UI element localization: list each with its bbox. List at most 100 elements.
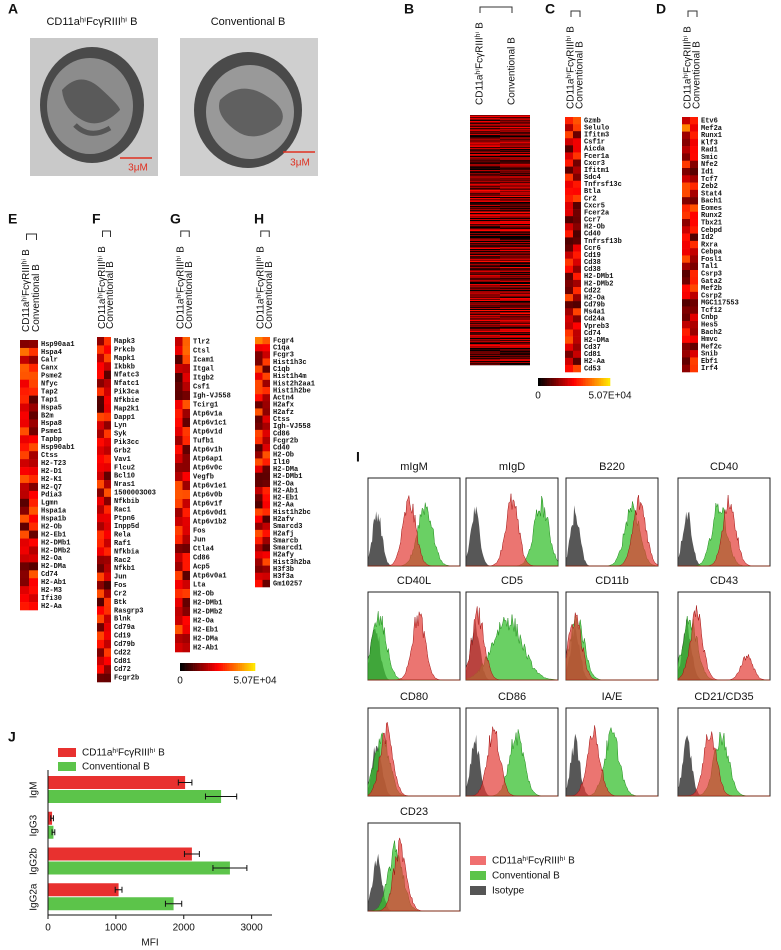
gene-label: Mapk1 [114,355,135,363]
heatmap-cell [682,189,690,198]
heatmap-cell [97,421,104,430]
heatmap-cell [573,124,581,132]
heatmap-cell [97,673,104,683]
heatmap-cell [97,538,104,548]
heatmap-cell [500,214,530,216]
heatmap-cell [29,506,38,516]
heatmap-cell [182,436,190,446]
heatmap-cell [682,182,690,191]
heatmap-cell [470,267,500,269]
heatmap-cell [690,364,698,373]
heatmap-cell [104,395,111,405]
heatmap-cell [470,273,500,275]
heatmap-cell [470,319,500,321]
heatmap-cell [470,164,500,166]
histogram: B220 [565,461,659,567]
heatmap-cell [470,216,500,218]
heatmap-cell [500,181,530,183]
heatmap-cell [470,318,500,320]
heatmap-cell [182,445,190,455]
x-tick-label: 1000 [105,923,128,934]
heatmap-cell [573,350,581,359]
heatmap-cell [500,336,530,338]
heatmap-cell [500,221,530,223]
heatmap-cell [470,364,500,366]
gene-label: C1qb [273,366,290,374]
heatmap-cell [470,212,500,214]
heatmap-cell [500,167,530,169]
heatmap-cell [470,248,500,250]
heatmap-cell [182,499,190,509]
gene-label: Cxcr3 [584,160,605,168]
histogram-title: mIgD [499,461,525,473]
gene-label: Tlr2 [193,338,210,346]
heatmap-cell [470,298,500,300]
heatmap-cell [573,152,581,160]
colorbar-step [206,663,209,671]
colorbar-step [565,378,568,386]
heatmap-cell [500,234,530,236]
heatmap-cell [500,315,530,317]
isotype-curve [678,735,770,796]
heatmap-cell [175,418,183,428]
heatmap-cell [255,544,263,552]
heatmap-cell [500,266,530,268]
colorbar-step [183,663,186,671]
heatmap-cell [500,314,530,316]
heatmap-cell [104,463,111,472]
legend-label: Conventional B [492,871,560,882]
heatmap-cell [690,291,698,300]
heatmap-cell [29,395,38,404]
heatmap-cell [500,287,530,289]
heatmap-cell [500,189,530,191]
heatmap-cell [565,180,573,189]
heatmap-cell [500,250,530,252]
heatmap-cell [500,258,530,260]
heatmap-cell [470,349,500,351]
gene-label: Hspa5 [41,404,62,412]
gene-label: Gm10257 [273,580,302,588]
heatmap-cell [470,177,500,179]
heatmap-cell [573,336,581,344]
heatmap-cell [470,282,500,284]
gene-label: Itgal [193,365,214,373]
colorbar-step [574,378,577,386]
heatmap-cell [470,304,500,306]
heatmap-cell [682,277,690,285]
gene-label: Flcu2 [114,464,135,472]
histogram: IA/E [565,691,659,797]
heatmap-cell [500,311,530,313]
heatmap-cell [470,187,500,189]
heatmap-cell [500,151,530,153]
heatmap-cell [500,157,530,159]
colorbar-step [599,378,602,386]
heatmap-cell [500,278,530,280]
heatmap-cell [470,331,500,333]
heatmap-cell [500,349,530,351]
heatmap-cell [500,267,530,269]
heatmap-cell [470,262,500,264]
heatmap-cell [262,465,270,474]
error-bar [183,851,200,857]
heatmap-cell [20,522,29,531]
heatmap-cell [104,454,111,464]
heatmap-cell [470,277,500,279]
heatmap-cell [470,341,500,343]
heatmap-cell [470,271,500,273]
heatmap-cell [470,157,500,159]
heatmap-cell [470,250,500,252]
colorbar-step [563,378,566,386]
heatmap-cell [175,616,183,626]
heatmap-cell [565,265,573,274]
heatmap-cell [500,173,530,175]
heatmap-cell [470,144,500,146]
colorbar-step [559,378,562,386]
gene-label: Hspa1a [41,508,67,516]
heatmap-cell [97,555,104,565]
heatmap-cell [262,515,270,524]
heatmap-cell [182,598,190,608]
heatmap-cell [255,522,263,531]
heatmap-cell [470,233,500,235]
heatmap-cell [97,665,104,674]
heatmap-cell [255,387,263,395]
